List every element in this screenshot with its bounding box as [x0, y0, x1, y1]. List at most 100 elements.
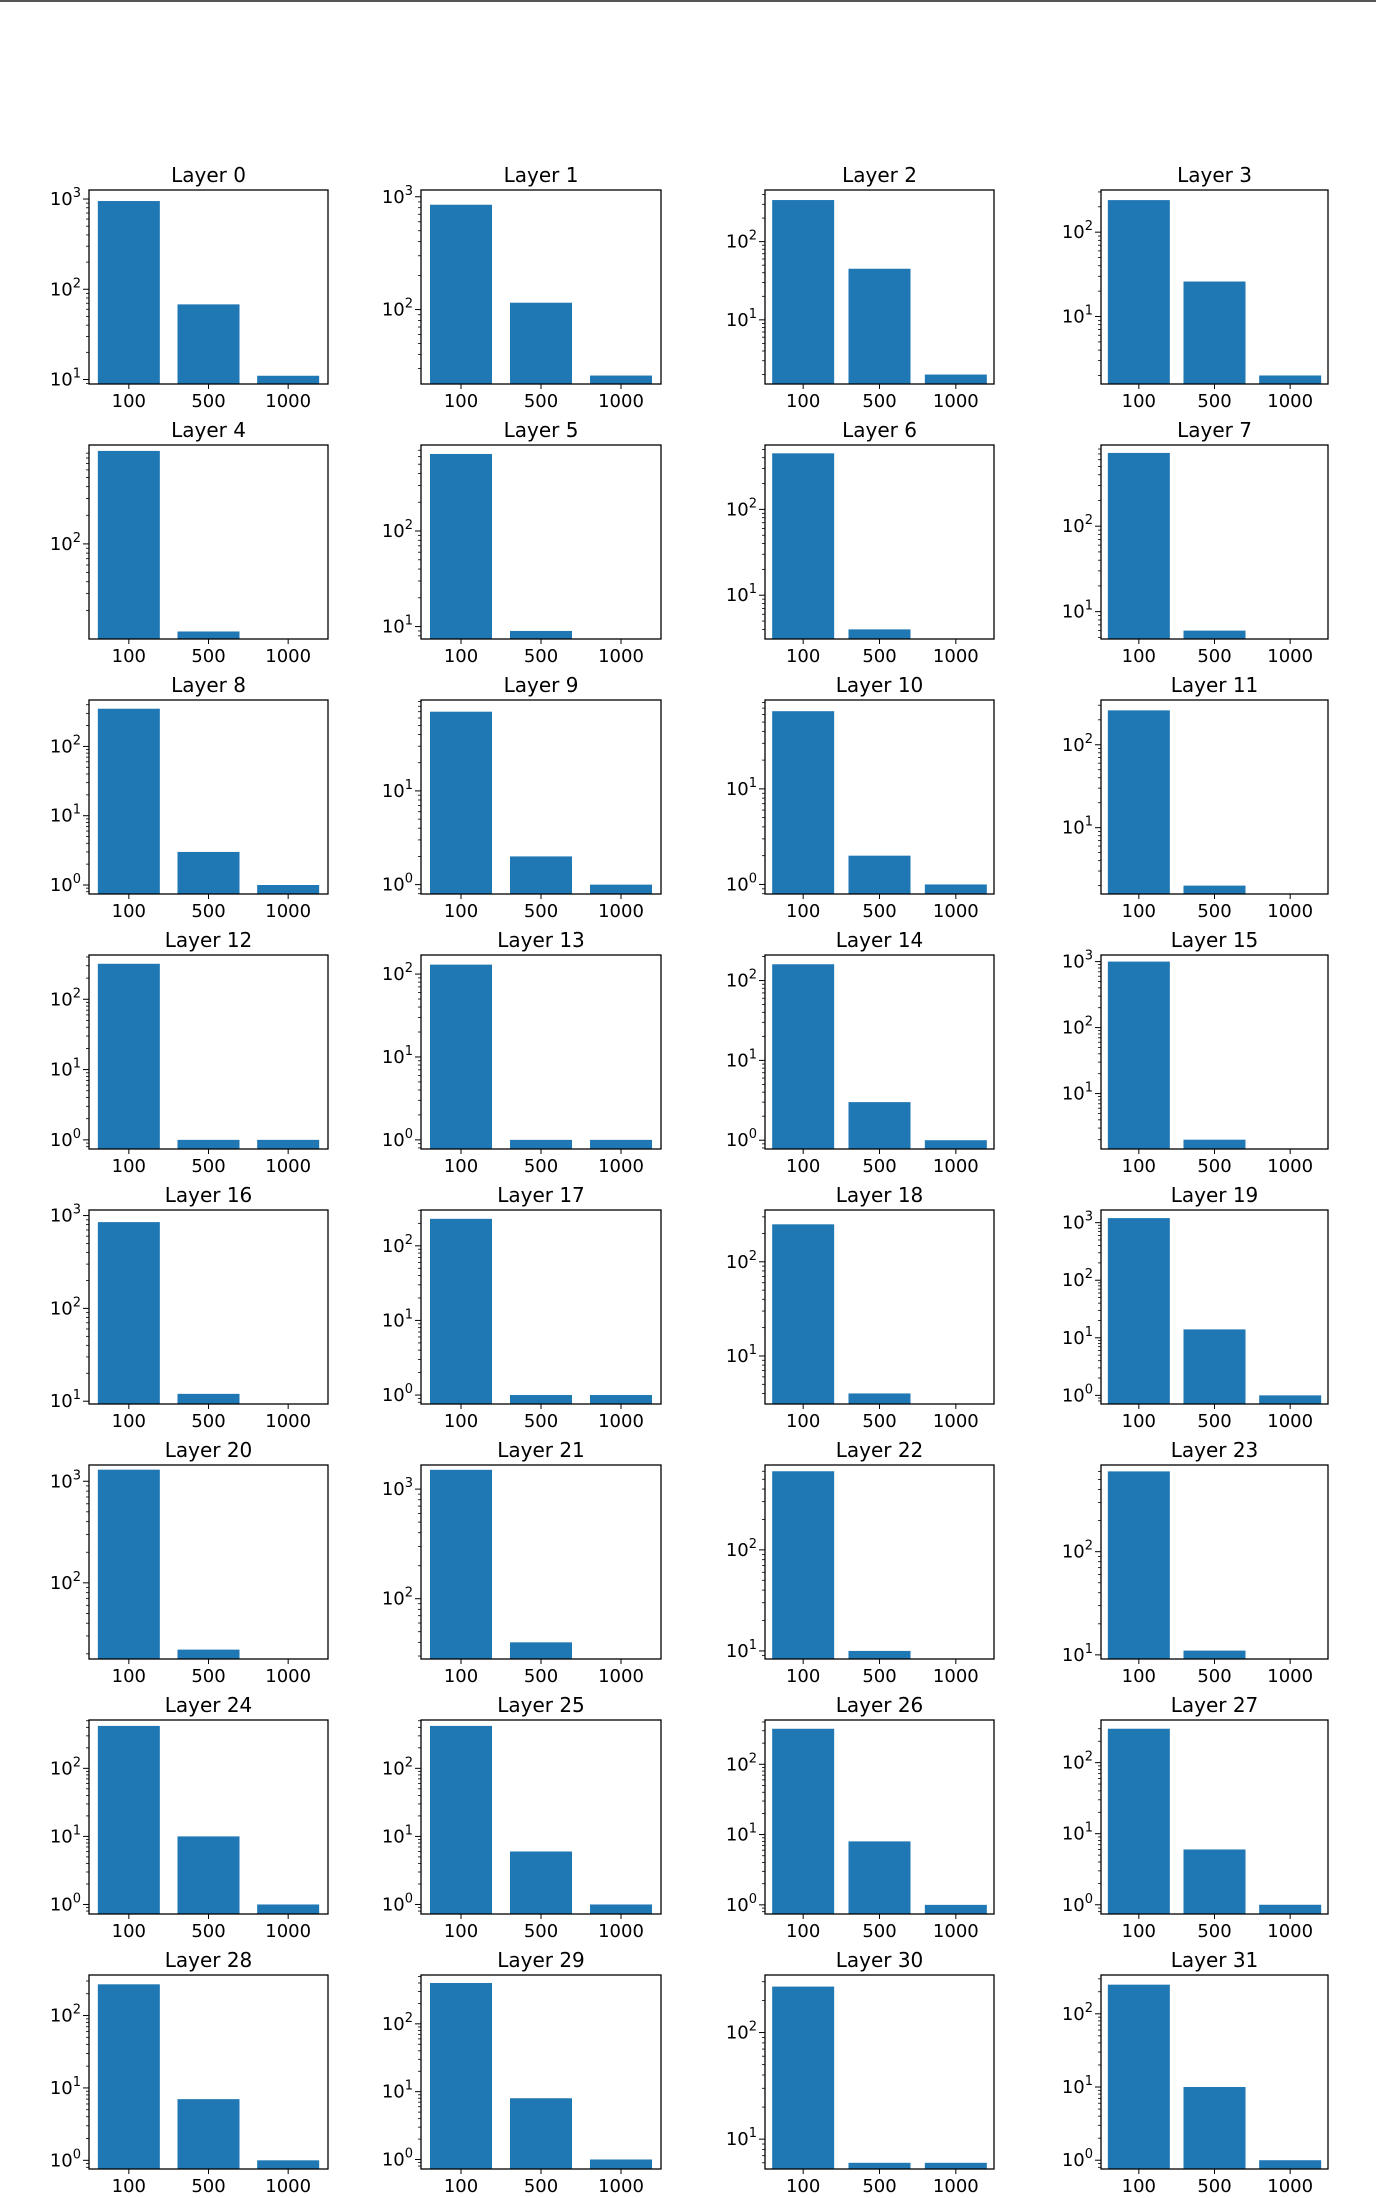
- y-tick-label: 102: [50, 986, 81, 1010]
- y-tick-label: 101: [726, 2126, 757, 2150]
- bar-100: [97, 1222, 160, 1404]
- bar-1000: [1259, 375, 1322, 384]
- x-tick-label: 100: [786, 646, 820, 667]
- y-tick-label: 101: [726, 776, 757, 800]
- y-tick-label: 101: [1062, 815, 1093, 839]
- bar-1000: [1259, 1904, 1322, 1914]
- subplot-layer-20: Layer 20 100 500 1000 102 103: [50, 1438, 329, 1687]
- bar-100: [772, 453, 835, 639]
- chart-title: Layer 17: [497, 1183, 585, 1207]
- chart-title: Layer 5: [504, 418, 579, 442]
- subplot-layer-12: Layer 12 100 500 1000 100 101 102: [50, 928, 329, 1177]
- bar-100: [430, 1725, 492, 1914]
- bar-500: [510, 630, 572, 639]
- chart-title: Layer 31: [1171, 1948, 1259, 1972]
- bar-500: [510, 302, 572, 384]
- x-tick-label: 100: [444, 901, 478, 922]
- bar-500: [510, 1395, 572, 1404]
- x-tick-label: 100: [444, 1156, 478, 1177]
- bar-500: [177, 304, 240, 384]
- chart-title: Layer 0: [171, 163, 246, 187]
- bar-500: [848, 855, 911, 894]
- y-tick-label: 102: [50, 276, 81, 300]
- subplot-layer-23: Layer 23 100 500 1000 101 102: [1062, 1438, 1329, 1687]
- x-tick-label: 500: [191, 1921, 225, 1942]
- subplot-layer-2: Layer 2 100 500 1000 101 102: [726, 163, 995, 412]
- bar-500: [1183, 1139, 1246, 1149]
- y-tick-label: 102: [1062, 2001, 1093, 2025]
- chart-title: Layer 29: [497, 1948, 585, 1972]
- bar-500: [848, 2162, 911, 2169]
- x-tick-label: 1000: [1267, 1411, 1313, 1432]
- subplot-layer-25: Layer 25 100 500 1000 100 101 102: [382, 1693, 662, 1942]
- y-tick-label: 103: [1062, 949, 1093, 973]
- x-tick-label: 100: [444, 646, 478, 667]
- y-tick-label: 100: [1062, 2147, 1093, 2171]
- bar-100: [97, 963, 160, 1149]
- x-tick-label: 100: [786, 901, 820, 922]
- x-tick-label: 100: [112, 901, 146, 922]
- chart-title: Layer 8: [171, 673, 246, 697]
- y-tick-label: 102: [382, 1233, 413, 1257]
- y-tick-label: 101: [382, 614, 413, 638]
- bar-1000: [590, 2159, 652, 2169]
- chart-title: Layer 14: [836, 928, 924, 952]
- y-tick-label: 100: [726, 1892, 757, 1916]
- x-tick-label: 1000: [265, 646, 311, 667]
- subplot-layer-7: Layer 7 100 500 1000 101 102: [1062, 418, 1329, 667]
- bar-500: [177, 2099, 240, 2169]
- y-tick-label: 101: [50, 1388, 81, 1412]
- x-tick-label: 500: [1197, 1666, 1231, 1687]
- chart-title: Layer 10: [836, 673, 924, 697]
- bar-100: [97, 1469, 160, 1659]
- bar-100: [97, 201, 160, 384]
- y-tick-label: 102: [382, 1755, 413, 1779]
- y-tick-label: 101: [1062, 1642, 1093, 1666]
- y-tick-label: 101: [1062, 2074, 1093, 2098]
- subplot-layer-10: Layer 10 100 500 1000 100 101: [726, 673, 995, 922]
- x-tick-label: 500: [524, 1156, 558, 1177]
- chart-title: Layer 19: [1171, 1183, 1259, 1207]
- chart-title: Layer 7: [1177, 418, 1252, 442]
- x-tick-label: 1000: [265, 391, 311, 412]
- x-tick-label: 500: [862, 1411, 896, 1432]
- chart-title: Layer 22: [836, 1438, 924, 1462]
- x-tick-label: 500: [862, 391, 896, 412]
- bar-500: [177, 1649, 240, 1659]
- bar-100: [97, 708, 160, 894]
- y-tick-label: 101: [726, 1822, 757, 1846]
- x-tick-label: 1000: [933, 1921, 979, 1942]
- y-tick-label: 102: [382, 297, 413, 321]
- bar-1000: [257, 884, 320, 894]
- subplot-layer-13: Layer 13 100 500 1000 100 101 102: [382, 928, 662, 1177]
- bar-1000: [257, 375, 320, 384]
- bar-1000: [924, 1140, 987, 1149]
- y-tick-label: 100: [50, 1127, 81, 1151]
- top-divider: [0, 0, 1376, 2]
- chart-title: Layer 3: [1177, 163, 1252, 187]
- bar-100: [430, 711, 492, 894]
- x-tick-label: 500: [524, 2176, 558, 2197]
- subplot-layer-8: Layer 8 100 500 1000 100 101 102: [50, 673, 329, 922]
- y-tick-label: 103: [50, 186, 81, 210]
- bar-500: [848, 1102, 911, 1149]
- x-tick-label: 100: [1122, 1666, 1156, 1687]
- y-tick-label: 100: [50, 872, 81, 896]
- bar-500: [848, 268, 911, 384]
- x-tick-label: 500: [524, 1411, 558, 1432]
- x-tick-label: 1000: [265, 1921, 311, 1942]
- y-tick-label: 101: [1062, 1081, 1093, 1105]
- bar-500: [510, 1642, 572, 1659]
- x-tick-label: 500: [524, 646, 558, 667]
- x-tick-label: 1000: [933, 646, 979, 667]
- subplot-layer-18: Layer 18 100 500 1000 101 102: [726, 1183, 995, 1432]
- y-tick-label: 103: [50, 1203, 81, 1227]
- bar-500: [1183, 885, 1246, 894]
- x-tick-label: 500: [191, 901, 225, 922]
- subplot-layer-19: Layer 19 100 500 1000 100 101 102 103: [1062, 1183, 1329, 1432]
- bar-1000: [257, 1139, 320, 1149]
- bar-1000: [590, 1395, 652, 1404]
- y-tick-label: 101: [726, 582, 757, 606]
- bar-500: [177, 851, 240, 894]
- y-tick-label: 102: [726, 229, 757, 253]
